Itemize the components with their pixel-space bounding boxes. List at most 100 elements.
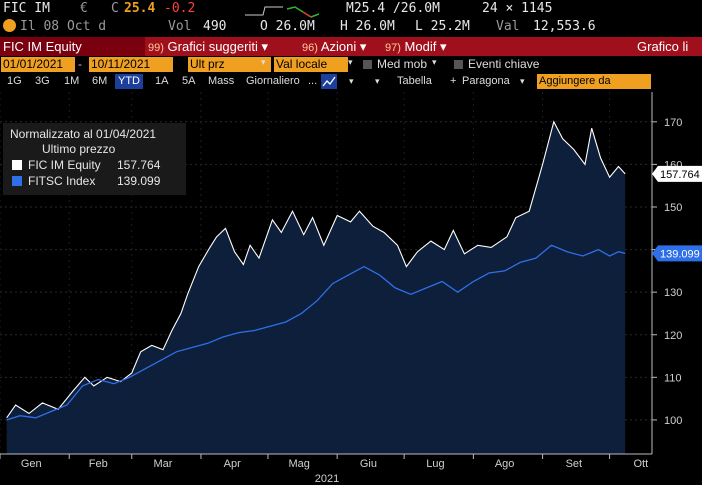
compare-button[interactable]: Paragona [462, 75, 510, 87]
frequency-select[interactable]: Giornaliero [246, 75, 300, 87]
table-button[interactable]: Tabella [397, 75, 432, 87]
equity-area-fill [6, 121, 626, 455]
legend-name: FIC IM Equity [28, 158, 101, 172]
legend-value: 157.764 [117, 158, 161, 172]
function-menu-bar: FIC IM Equity 99) Grafici suggeriti ▾ 96… [0, 37, 702, 56]
menu-grafici-suggeriti[interactable]: 99) Grafici suggeriti ▾ [148, 37, 268, 56]
x-tick-label: Ott [633, 458, 648, 470]
x-tick-label: Apr [224, 458, 241, 470]
volume-label: Vol [168, 19, 192, 34]
ticker-bar: FIC IM € C 25.4 -0.2 M25.4 /26.0M 24 × 1… [0, 0, 702, 36]
chevron-down-icon: ▾ [439, 39, 447, 54]
range-button-1a[interactable]: 1A [155, 75, 169, 87]
y-tick-label: 130 [664, 287, 682, 299]
menu-number: 96) [302, 42, 318, 54]
price-change: -0.2 [164, 1, 196, 16]
chevron-down-icon: ▾ [359, 39, 367, 54]
range-button-5a[interactable]: 5A [182, 75, 196, 87]
open-value: O 26.0M [260, 19, 315, 34]
range-button-3g[interactable]: 3G [35, 75, 50, 87]
x-tick-label: Lug [426, 458, 444, 470]
security-name: FIC IM Equity [3, 39, 82, 54]
ticker-symbol[interactable]: FIC IM [3, 1, 50, 16]
chevron-down-icon: ▾ [261, 39, 268, 54]
legend-swatch-fic-im-equity [12, 160, 22, 170]
close-label: C [111, 1, 119, 16]
price-field-label: Ult prz [190, 57, 225, 71]
menu-label: Modif [404, 39, 437, 54]
value-traded: 12,553.6 [533, 19, 596, 34]
filter-bar: 01/01/2021 - 10/11/2021 Ult prz ▾ Val lo… [0, 57, 702, 73]
key-events-checkbox[interactable] [454, 60, 463, 69]
y-tick-label: 100 [664, 415, 682, 427]
legend-subtitle: Ultimo prezzo [42, 142, 116, 156]
chevron-down-icon[interactable]: ▾ [520, 76, 525, 86]
quote-size: 24 × 1145 [482, 1, 553, 16]
x-tick-label: Feb [89, 458, 108, 470]
last-value-labels: 157.764 139.099 [652, 165, 702, 262]
legend[interactable]: Normalizzato al 01/04/2021 Ultimo prezzo… [3, 123, 186, 195]
security-field[interactable]: FIC IM Equity [0, 37, 145, 56]
mid-quote: M25.4 /26.0M [346, 1, 440, 16]
key-events-label: Eventi chiave [468, 57, 540, 71]
y-tick-label: 170 [664, 117, 682, 129]
chevron-down-icon[interactable]: ▾ [375, 76, 380, 86]
legend-title: Normalizzato al 01/04/2021 [10, 127, 157, 141]
x-tick-label: Mag [289, 458, 310, 470]
currency-select[interactable]: Val locale [274, 57, 348, 72]
legend-value: 139.099 [117, 174, 161, 188]
range-button-ytd[interactable]: YTD [115, 74, 143, 89]
range-button-1m[interactable]: 1M [64, 75, 80, 87]
chevron-down-icon[interactable]: ▾ [261, 57, 266, 67]
chevron-down-icon[interactable]: ▾ [349, 76, 354, 86]
x-tick-label: Gen [21, 458, 42, 470]
last-price: 25.4 [124, 1, 156, 16]
menu-label: Azioni [320, 39, 357, 54]
ellipsis-icon: ... [308, 75, 318, 87]
range-bar: 1G 3G 1M 6M YTD 1A 5A Mass Giornaliero .… [0, 74, 702, 90]
last-value-flag [652, 165, 702, 182]
currency-symbol: € [80, 1, 88, 16]
menu-number: 99) [148, 42, 164, 54]
volume-value: 490 [203, 19, 227, 34]
intraday-sparkline-icon [245, 6, 320, 18]
plus-icon: + [450, 75, 457, 87]
legend-name: FITSC Index [28, 174, 96, 188]
moving-average-checkbox[interactable] [363, 60, 372, 69]
line-chart-icon[interactable] [321, 74, 337, 89]
y-tick-label: 120 [664, 330, 682, 342]
menu-azioni[interactable]: 96) Azioni ▾ [302, 37, 366, 56]
range-button-1g[interactable]: 1G [7, 75, 22, 87]
high-value: H 26.0M [340, 19, 395, 34]
chevron-down-icon[interactable]: ▾ [432, 57, 437, 67]
range-button-6m[interactable]: 6M [92, 75, 108, 87]
info-date: Il 08 Oct d [20, 19, 107, 34]
last-value-flag [652, 245, 702, 262]
price-chart[interactable]: 100110120130140150160170 GenFebMarAprMag… [0, 92, 702, 485]
x-axis: Gen Feb Mar Apr Mag Giu Lug Ago Set Ott [0, 453, 652, 470]
moving-average-label: Med mob [377, 57, 428, 71]
y-tick-label: 110 [664, 372, 682, 384]
legend-swatch-fitsc-index [12, 176, 22, 186]
x-tick-label: Set [566, 458, 583, 470]
price-field-select[interactable]: Ult prz [188, 57, 271, 72]
add-data-input[interactable]: Aggiungere da [537, 74, 651, 89]
chevron-down-icon[interactable]: ▾ [348, 57, 353, 67]
y-tick-label: 150 [664, 202, 682, 214]
end-date-input[interactable]: 10/11/2021 [89, 57, 173, 72]
menu-modif[interactable]: 97) Modif ▾ [385, 37, 446, 56]
low-value: L 25.2M [415, 19, 470, 34]
menu-number: 97) [385, 42, 401, 54]
currency-label: Val locale [276, 57, 328, 71]
x-tick-label: Giu [360, 458, 377, 470]
series-line-fitsc-index [6, 244, 626, 421]
value-label: Val [496, 19, 520, 34]
last-value-label: 139.099 [660, 248, 700, 260]
x-tick-label: Ago [495, 458, 515, 470]
date-separator: - [78, 57, 82, 71]
alert-icon[interactable] [3, 19, 16, 32]
range-button-mass[interactable]: Mass [208, 75, 235, 87]
start-date-input[interactable]: 01/01/2021 [1, 57, 75, 72]
menu-label: Grafici suggeriti [167, 39, 258, 54]
series-line-fic-im-equity [6, 120, 626, 419]
